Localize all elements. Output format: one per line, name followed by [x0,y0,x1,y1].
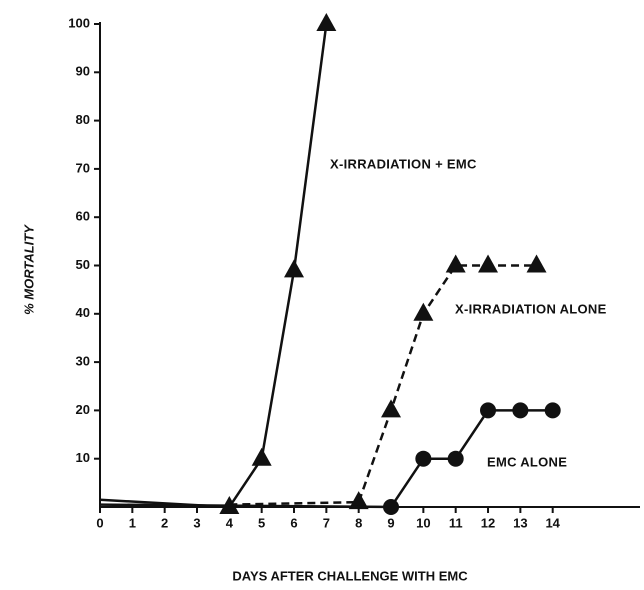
y-tick-label: 10 [76,450,90,465]
series-label: EMC ALONE [487,454,567,469]
x-tick-label: 4 [226,515,234,530]
marker [526,254,547,273]
y-tick-label: 60 [76,209,90,224]
marker [478,254,499,273]
x-tick-label: 3 [193,515,200,530]
x-tick-label: 12 [481,515,495,530]
y-axis-label: % MORTALITY [21,224,36,315]
x-tick-label: 11 [449,515,463,530]
marker [480,402,497,419]
x-tick-label: 13 [513,515,527,530]
y-tick-label: 80 [76,112,90,127]
marker [383,499,400,515]
marker [544,402,561,419]
x-tick-label: 7 [323,515,330,530]
marker [415,450,432,467]
marker [316,13,337,31]
x-tick-label: 1 [129,515,136,530]
x-tick-label: 8 [355,515,362,530]
y-tick-label: 40 [76,305,90,320]
x-tick-label: 5 [258,515,265,530]
y-tick-label: 50 [76,257,90,272]
marker [381,399,402,418]
x-tick-label: 10 [416,515,430,530]
series-label: X-IRRADIATION + EMC [330,156,477,171]
marker [284,259,305,278]
marker [445,254,466,273]
x-tick-label: 9 [387,515,394,530]
x-axis-label: DAYS AFTER CHALLENGE WITH EMC [232,568,468,583]
y-tick-label: 20 [76,402,90,417]
x-tick-label: 2 [161,515,168,530]
x-tick-label: 6 [290,515,297,530]
marker [512,402,529,419]
marker [348,491,369,510]
y-tick-label: 100 [68,15,90,30]
y-tick-label: 70 [76,160,90,175]
x-tick-label: 14 [545,515,560,530]
marker [251,447,272,466]
marker [413,302,434,321]
marker [447,450,464,467]
y-tick-label: 30 [76,354,90,369]
series-label: X-IRRADIATION ALONE [455,301,607,316]
series-line [99,409,553,509]
y-tick-label: 90 [76,64,90,79]
x-tick-label: 0 [96,515,103,530]
